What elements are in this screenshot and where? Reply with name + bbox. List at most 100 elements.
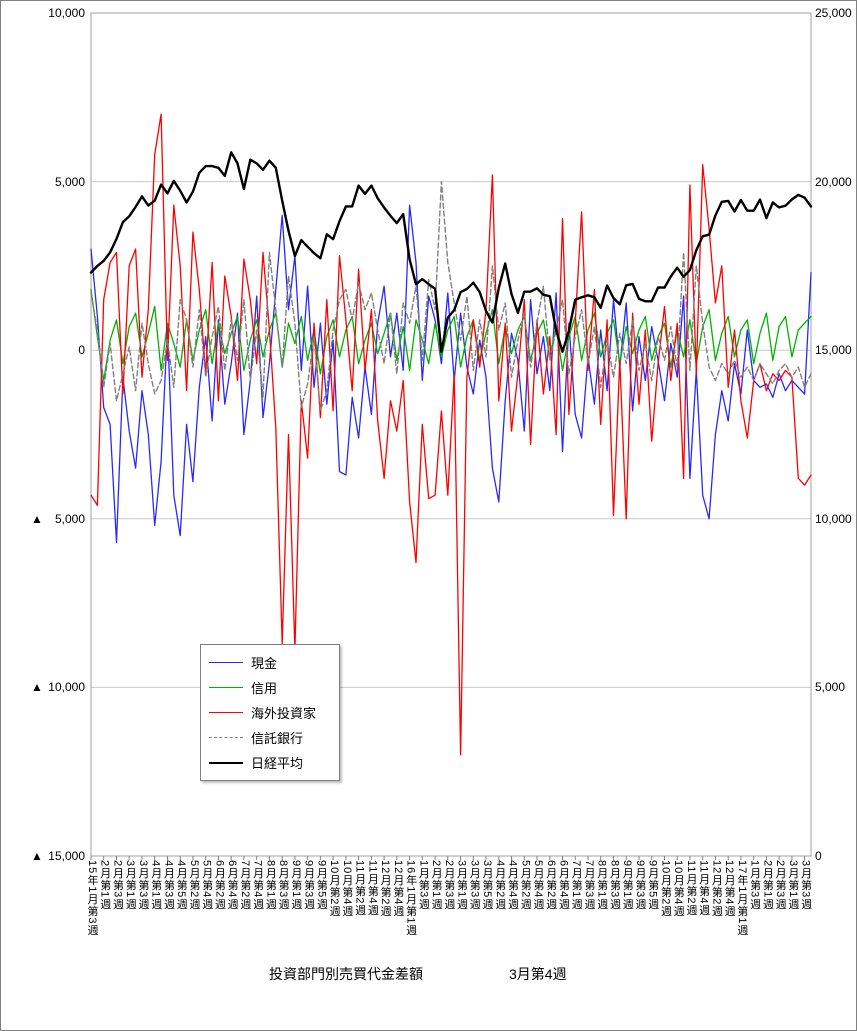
legend-item-trust-banks: 信託銀行 (209, 725, 331, 750)
x-axis-label: 2月第1週 (761, 860, 774, 911)
x-axis-label: 4月第5週 (175, 860, 188, 911)
legend-item-nikkei-average: 日経平均 (209, 750, 331, 775)
x-axis-label: 5月第2週 (187, 860, 200, 911)
x-axis-label: 5月第4週 (200, 860, 213, 911)
tick-value: 10,000 (48, 680, 85, 695)
x-axis-label: 8月第3週 (277, 860, 290, 911)
x-axis-label: 5月第4週 (532, 860, 545, 911)
legend-line-sample (209, 761, 243, 764)
tick-value: 0 (815, 849, 822, 863)
left-axis-tick: 5,000 (31, 174, 85, 190)
x-axis-label: 9月第5週 (315, 860, 328, 911)
right-axis-tick: 10,000 (815, 511, 856, 527)
x-axis-label: 1月第3週 (748, 860, 761, 911)
tick-value: 5,000 (54, 511, 85, 526)
x-axis-label: 15年1月第3週 (86, 860, 98, 937)
left-axis-tick: 10,000 (31, 5, 85, 21)
x-axis-label: 12月第4週 (723, 860, 736, 918)
x-axis-label: 16年1月第1週 (404, 860, 417, 937)
x-axis-label: 3月第3週 (799, 860, 812, 911)
x-axis-label: 10月第2週 (659, 860, 672, 918)
series-cash (90, 204, 812, 544)
tick-value: 0 (78, 343, 85, 358)
legend-line-sample (209, 712, 243, 713)
x-axis-label: 7月第3週 (582, 860, 595, 911)
chart-title: 投資部門別売買代金差額 (269, 966, 423, 982)
x-axis-label: 10月第2週 (328, 860, 341, 918)
x-axis-label: 11月第4週 (366, 860, 379, 917)
x-axis-label: 7月第2週 (238, 860, 251, 911)
x-axis-label: 7月第1週 (570, 860, 583, 911)
x-axis-label: 9月第1週 (289, 860, 302, 911)
x-axis-label: 8月第1週 (595, 860, 608, 911)
x-axis-label: 7月第4週 (251, 860, 264, 911)
legend-label: 信用 (251, 681, 278, 696)
right-axis-tick: 0 (815, 848, 856, 864)
left-axis-tick: 0 (31, 342, 85, 358)
left-axis-tick: ▲ 5,000 (31, 511, 85, 527)
series-trust-banks (90, 180, 812, 412)
x-axis-label: 3月第1週 (124, 860, 137, 911)
x-axis-label: 12月第2週 (379, 860, 392, 918)
right-axis-tick: 25,000 (815, 5, 856, 21)
x-axis-label: 4月第3週 (162, 860, 175, 911)
x-axis-label: 1月第3週 (417, 860, 430, 911)
legend-line-sample (209, 662, 243, 663)
tick-value: 10,000 (815, 511, 852, 526)
series-margin (90, 288, 812, 382)
negative-triangle: ▲ (31, 511, 43, 526)
x-axis-label: 10月第4週 (340, 860, 353, 918)
x-axis-label: 12月第2週 (710, 860, 723, 918)
right-axis-tick: 15,000 (815, 342, 856, 358)
x-axis-label: 12月第4週 (391, 860, 404, 918)
x-axis-label: 3月第5週 (481, 860, 494, 911)
legend-label: 日経平均 (251, 756, 304, 771)
x-axis-label: 5月第2週 (519, 860, 532, 911)
right-axis-tick: 20,000 (815, 174, 856, 190)
tick-value: 15,000 (815, 343, 852, 358)
x-axis-label: 3月第1週 (786, 860, 799, 911)
series-nikkei-average (89, 151, 813, 353)
x-axis-label: 6月第2週 (213, 860, 226, 911)
x-axis-label: 6月第2週 (544, 860, 557, 911)
x-axis-label: 10月第4週 (672, 860, 685, 918)
x-axis-label: 2月第3週 (111, 860, 124, 911)
x-axis-label: 8月第3週 (608, 860, 621, 911)
tick-value: 5,000 (54, 174, 85, 189)
x-axis-label: 8月第1週 (264, 860, 277, 911)
x-axis-label: 2月第3週 (774, 860, 787, 911)
legend-line-sample (209, 737, 243, 738)
x-axis-label: 17年1月第1週 (735, 860, 748, 937)
legend-label: 現金 (251, 656, 278, 671)
x-axis-label: 6月第4週 (557, 860, 570, 911)
x-axis-label: 11月第4週 (697, 860, 710, 917)
x-axis-label: 3月第1週 (455, 860, 468, 911)
left-axis-tick: ▲ 10,000 (31, 679, 85, 695)
negative-triangle: ▲ (31, 849, 43, 863)
x-axis-label: 9月第3週 (302, 860, 315, 911)
x-axis-label: 9月第3週 (633, 860, 646, 911)
x-axis-label: 2月第1週 (430, 860, 443, 911)
tick-value: 5,000 (815, 680, 846, 695)
legend-item-foreign-investors: 海外投資家 (209, 700, 331, 725)
x-axis-label: 3月第3週 (136, 860, 149, 911)
tick-value: 25,000 (815, 6, 852, 20)
legend-label: 信託銀行 (251, 731, 304, 746)
right-axis-tick: 5,000 (815, 679, 856, 695)
plot-border (90, 12, 812, 857)
legend-item-margin: 信用 (209, 675, 331, 700)
legend-box: 現金信用海外投資家信託銀行日経平均 (200, 644, 340, 781)
tick-value: 10,000 (48, 6, 85, 20)
x-axis-label: 9月第5週 (646, 860, 659, 911)
legend-label: 海外投資家 (251, 706, 317, 721)
legend-item-cash: 現金 (209, 650, 331, 675)
x-axis-label: 6月第4週 (226, 860, 239, 911)
x-axis-label: 11月第2週 (353, 860, 366, 917)
latest-week-label: 3月第4週 (509, 966, 567, 982)
tick-value: 15,000 (48, 849, 85, 863)
x-axis-label: 4月第4週 (506, 860, 519, 911)
left-axis-tick: ▲ 15,000 (31, 848, 85, 864)
